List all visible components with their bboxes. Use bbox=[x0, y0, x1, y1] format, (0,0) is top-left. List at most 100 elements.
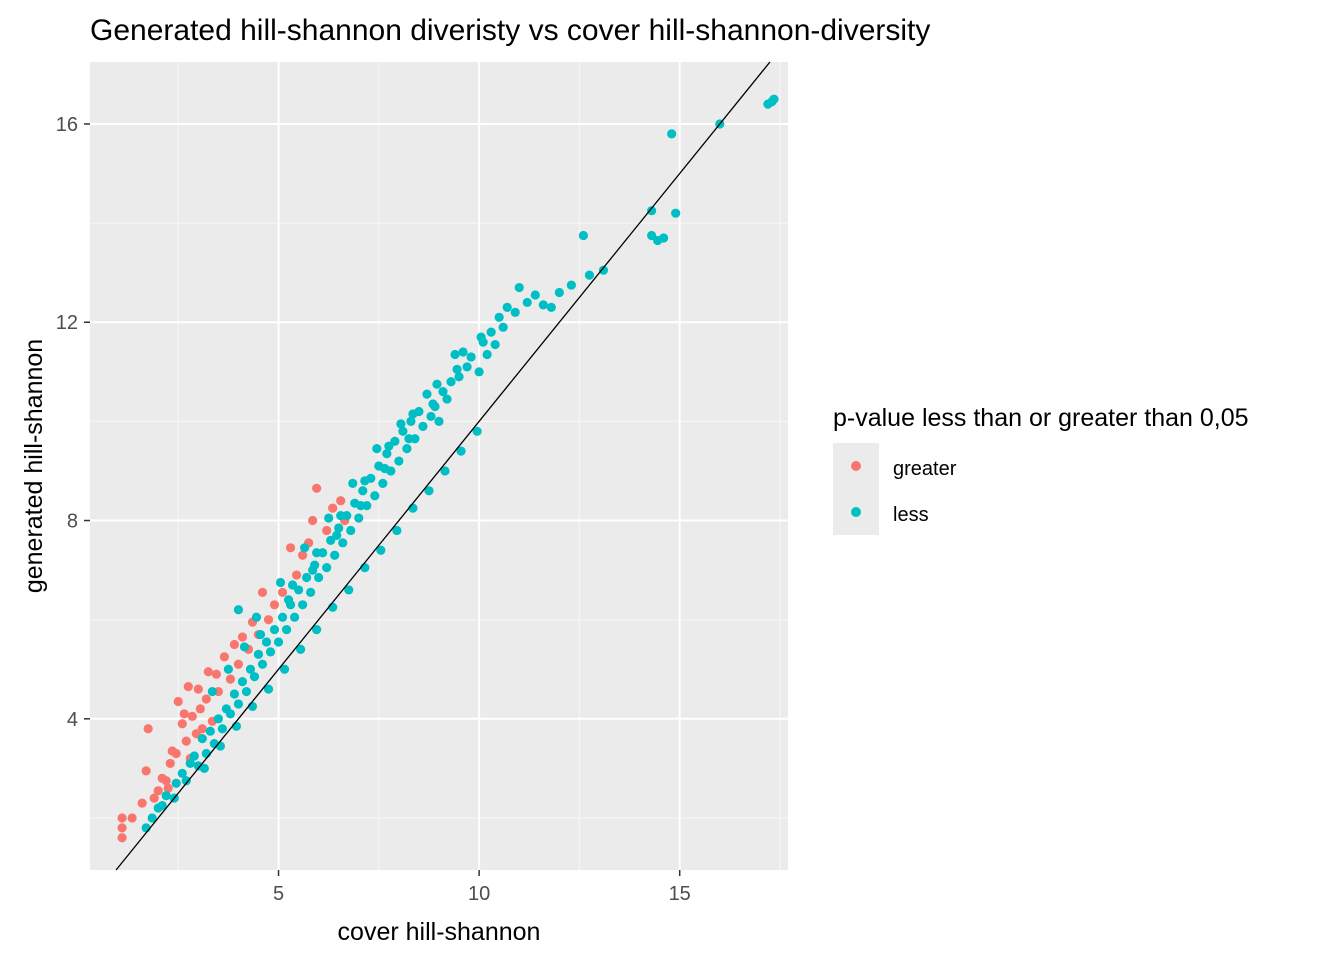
point-greater bbox=[173, 696, 183, 707]
point-less bbox=[233, 605, 244, 615]
point-less bbox=[450, 349, 460, 360]
point-less bbox=[336, 510, 346, 521]
point-greater bbox=[179, 709, 189, 719]
point-less bbox=[418, 421, 428, 431]
point-less bbox=[237, 677, 248, 687]
point-greater bbox=[229, 639, 240, 650]
point-less bbox=[239, 642, 250, 652]
point-less bbox=[584, 270, 595, 280]
point-less bbox=[287, 580, 298, 590]
point-less bbox=[426, 411, 436, 422]
point-less bbox=[147, 813, 157, 823]
point-less bbox=[189, 751, 199, 761]
point-less bbox=[514, 282, 524, 293]
point-less bbox=[207, 686, 217, 697]
point-greater bbox=[225, 674, 236, 684]
point-less bbox=[458, 347, 468, 357]
legend-label-greater: greater bbox=[893, 458, 957, 480]
point-greater bbox=[312, 483, 322, 493]
major-gridlines bbox=[90, 62, 788, 870]
x-tick-label: 15 bbox=[669, 883, 691, 905]
point-less bbox=[233, 699, 244, 709]
point-greater bbox=[193, 684, 203, 694]
point-less bbox=[161, 791, 171, 801]
point-greater bbox=[127, 813, 137, 823]
point-greater bbox=[277, 587, 288, 598]
point-greater bbox=[328, 503, 338, 513]
point-less bbox=[402, 444, 412, 454]
point-greater bbox=[219, 652, 229, 662]
legend: p-value less than or greater than 0,05 g… bbox=[833, 404, 1249, 535]
point-less bbox=[354, 513, 364, 523]
point-less bbox=[490, 339, 500, 350]
point-greater bbox=[181, 736, 191, 746]
point-less bbox=[269, 624, 280, 635]
point-less bbox=[404, 434, 414, 444]
point-less bbox=[265, 647, 276, 657]
point-less bbox=[667, 129, 677, 139]
point-greater bbox=[137, 798, 147, 808]
point-less bbox=[510, 307, 520, 317]
plot-panel bbox=[90, 62, 788, 870]
point-less bbox=[530, 290, 540, 300]
point-less bbox=[476, 332, 486, 342]
data-points bbox=[117, 94, 779, 843]
point-greater bbox=[117, 823, 127, 833]
point-less bbox=[348, 478, 358, 488]
x-tick-label: 10 bbox=[468, 883, 490, 905]
point-less bbox=[442, 394, 452, 404]
y-tick-label: 4 bbox=[67, 709, 78, 731]
point-less bbox=[462, 362, 472, 372]
point-less bbox=[428, 399, 438, 409]
point-less bbox=[502, 302, 512, 312]
point-less bbox=[185, 758, 195, 769]
point-greater bbox=[187, 711, 197, 721]
point-less bbox=[370, 491, 380, 501]
point-less bbox=[380, 463, 390, 474]
point-less bbox=[324, 513, 334, 523]
point-less bbox=[157, 800, 167, 811]
point-greater bbox=[233, 659, 244, 669]
point-greater bbox=[263, 615, 274, 625]
point-less bbox=[312, 624, 322, 635]
point-greater bbox=[203, 667, 213, 677]
y-tick-label: 16 bbox=[56, 114, 78, 136]
point-greater bbox=[322, 525, 332, 536]
point-greater bbox=[117, 813, 127, 823]
point-less bbox=[482, 349, 492, 360]
point-less bbox=[522, 297, 532, 308]
point-less bbox=[434, 416, 444, 426]
x-tick-label: 5 bbox=[273, 883, 284, 905]
point-greater bbox=[195, 704, 205, 714]
point-less bbox=[659, 233, 669, 243]
point-less bbox=[422, 389, 432, 399]
point-less bbox=[408, 409, 418, 419]
point-less bbox=[279, 664, 290, 674]
point-less bbox=[769, 94, 779, 104]
point-less bbox=[181, 776, 191, 786]
point-less bbox=[251, 612, 262, 622]
point-less bbox=[346, 525, 356, 536]
y-tick-label: 12 bbox=[56, 312, 78, 334]
point-less bbox=[229, 689, 240, 699]
point-less bbox=[452, 364, 462, 374]
point-less bbox=[456, 446, 466, 456]
point-less bbox=[546, 302, 556, 312]
point-less bbox=[554, 287, 564, 298]
point-less bbox=[372, 444, 382, 454]
point-less bbox=[314, 572, 324, 583]
point-greater bbox=[161, 776, 171, 786]
point-less bbox=[245, 664, 256, 674]
point-less bbox=[273, 637, 284, 647]
point-less bbox=[296, 644, 306, 655]
point-less bbox=[356, 501, 366, 511]
point-less bbox=[199, 763, 209, 773]
point-less bbox=[253, 649, 264, 659]
point-greater bbox=[177, 719, 187, 729]
point-less bbox=[223, 664, 233, 674]
point-less bbox=[454, 372, 464, 382]
point-less bbox=[171, 778, 181, 788]
point-less bbox=[249, 672, 260, 682]
point-less bbox=[257, 659, 268, 669]
